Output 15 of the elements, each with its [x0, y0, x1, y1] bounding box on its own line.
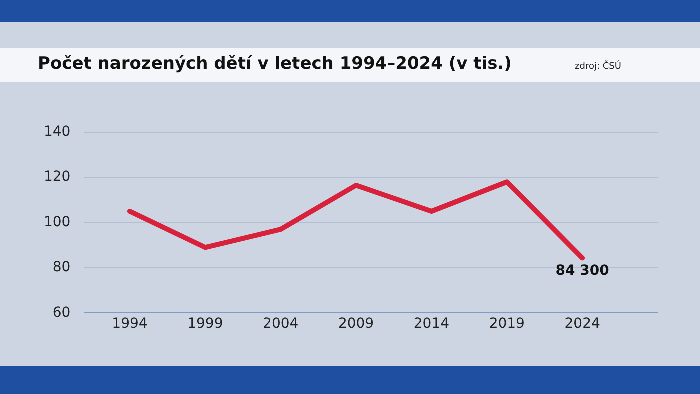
y-tick-label: 60 — [52, 304, 71, 321]
annotation: 84 300 — [556, 262, 610, 279]
x-tick-label: 1994 — [112, 316, 148, 332]
y-tick-label: 120 — [44, 169, 71, 186]
x-tick-label: 2014 — [414, 316, 450, 332]
x-tick-label: 2004 — [263, 316, 299, 332]
y-tick-label: 140 — [44, 124, 71, 140]
x-tick-label: 1999 — [188, 316, 224, 332]
y-tick-label: 80 — [52, 260, 71, 276]
text: zdroj: ČSÚ — [575, 62, 622, 72]
x-tick-label: 2024 — [564, 316, 600, 332]
chart-title: Počet narozených dětí v letech 1994–2024 (v tis.) — [38, 54, 512, 74]
x-tick-label: 2009 — [338, 316, 374, 332]
y-tick-label: 100 — [44, 214, 71, 230]
x-tick-label: 2019 — [489, 316, 525, 332]
